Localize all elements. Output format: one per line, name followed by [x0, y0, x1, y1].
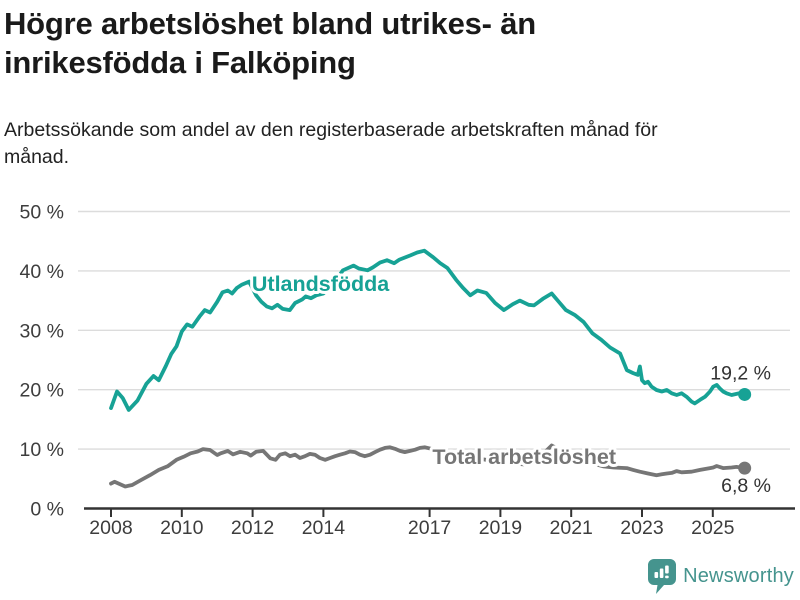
footer-brand-name: Newsworthy	[683, 564, 794, 587]
end-point-utlandsfodda	[738, 387, 752, 401]
series-label-utlandsfodda: Utlandsfödda	[252, 272, 390, 296]
y-tick-label: 50 %	[20, 202, 64, 224]
y-tick-label: 10 %	[20, 439, 64, 461]
x-tick-label: 2017	[408, 517, 451, 539]
y-tick-label: 40 %	[20, 261, 64, 283]
footer-brand: Newsworthy	[648, 556, 794, 596]
x-tick-label: 2023	[620, 517, 663, 539]
series-label-total: Total arbetslöshet	[432, 445, 616, 469]
y-tick-label: 30 %	[20, 320, 64, 342]
x-tick-label: 2025	[691, 517, 735, 539]
x-tick-label: 2012	[231, 517, 274, 539]
x-tick-label: 2008	[89, 517, 132, 539]
newsworthy-logo-icon	[648, 558, 677, 594]
series-line-utlandsfodda	[109, 248, 747, 412]
x-tick-label: 2014	[302, 517, 346, 539]
x-tick-label: 2019	[479, 517, 522, 539]
y-tick-label: 0 %	[30, 499, 64, 521]
chart-subtitle: Arbetssökande som andel av den registerb…	[4, 119, 658, 168]
series-line-total	[109, 443, 747, 489]
x-tick-label: 2010	[160, 517, 204, 539]
end-point-total	[738, 461, 752, 475]
end-value-label-total: 6,8 %	[721, 475, 771, 497]
x-tick-label: 2021	[550, 517, 593, 539]
end-value-label-utlandsfodda: 19,2 %	[710, 362, 771, 384]
page-title: Högre arbetslöshet bland utrikes- än inr…	[4, 6, 536, 81]
y-tick-label: 20 %	[20, 380, 64, 402]
